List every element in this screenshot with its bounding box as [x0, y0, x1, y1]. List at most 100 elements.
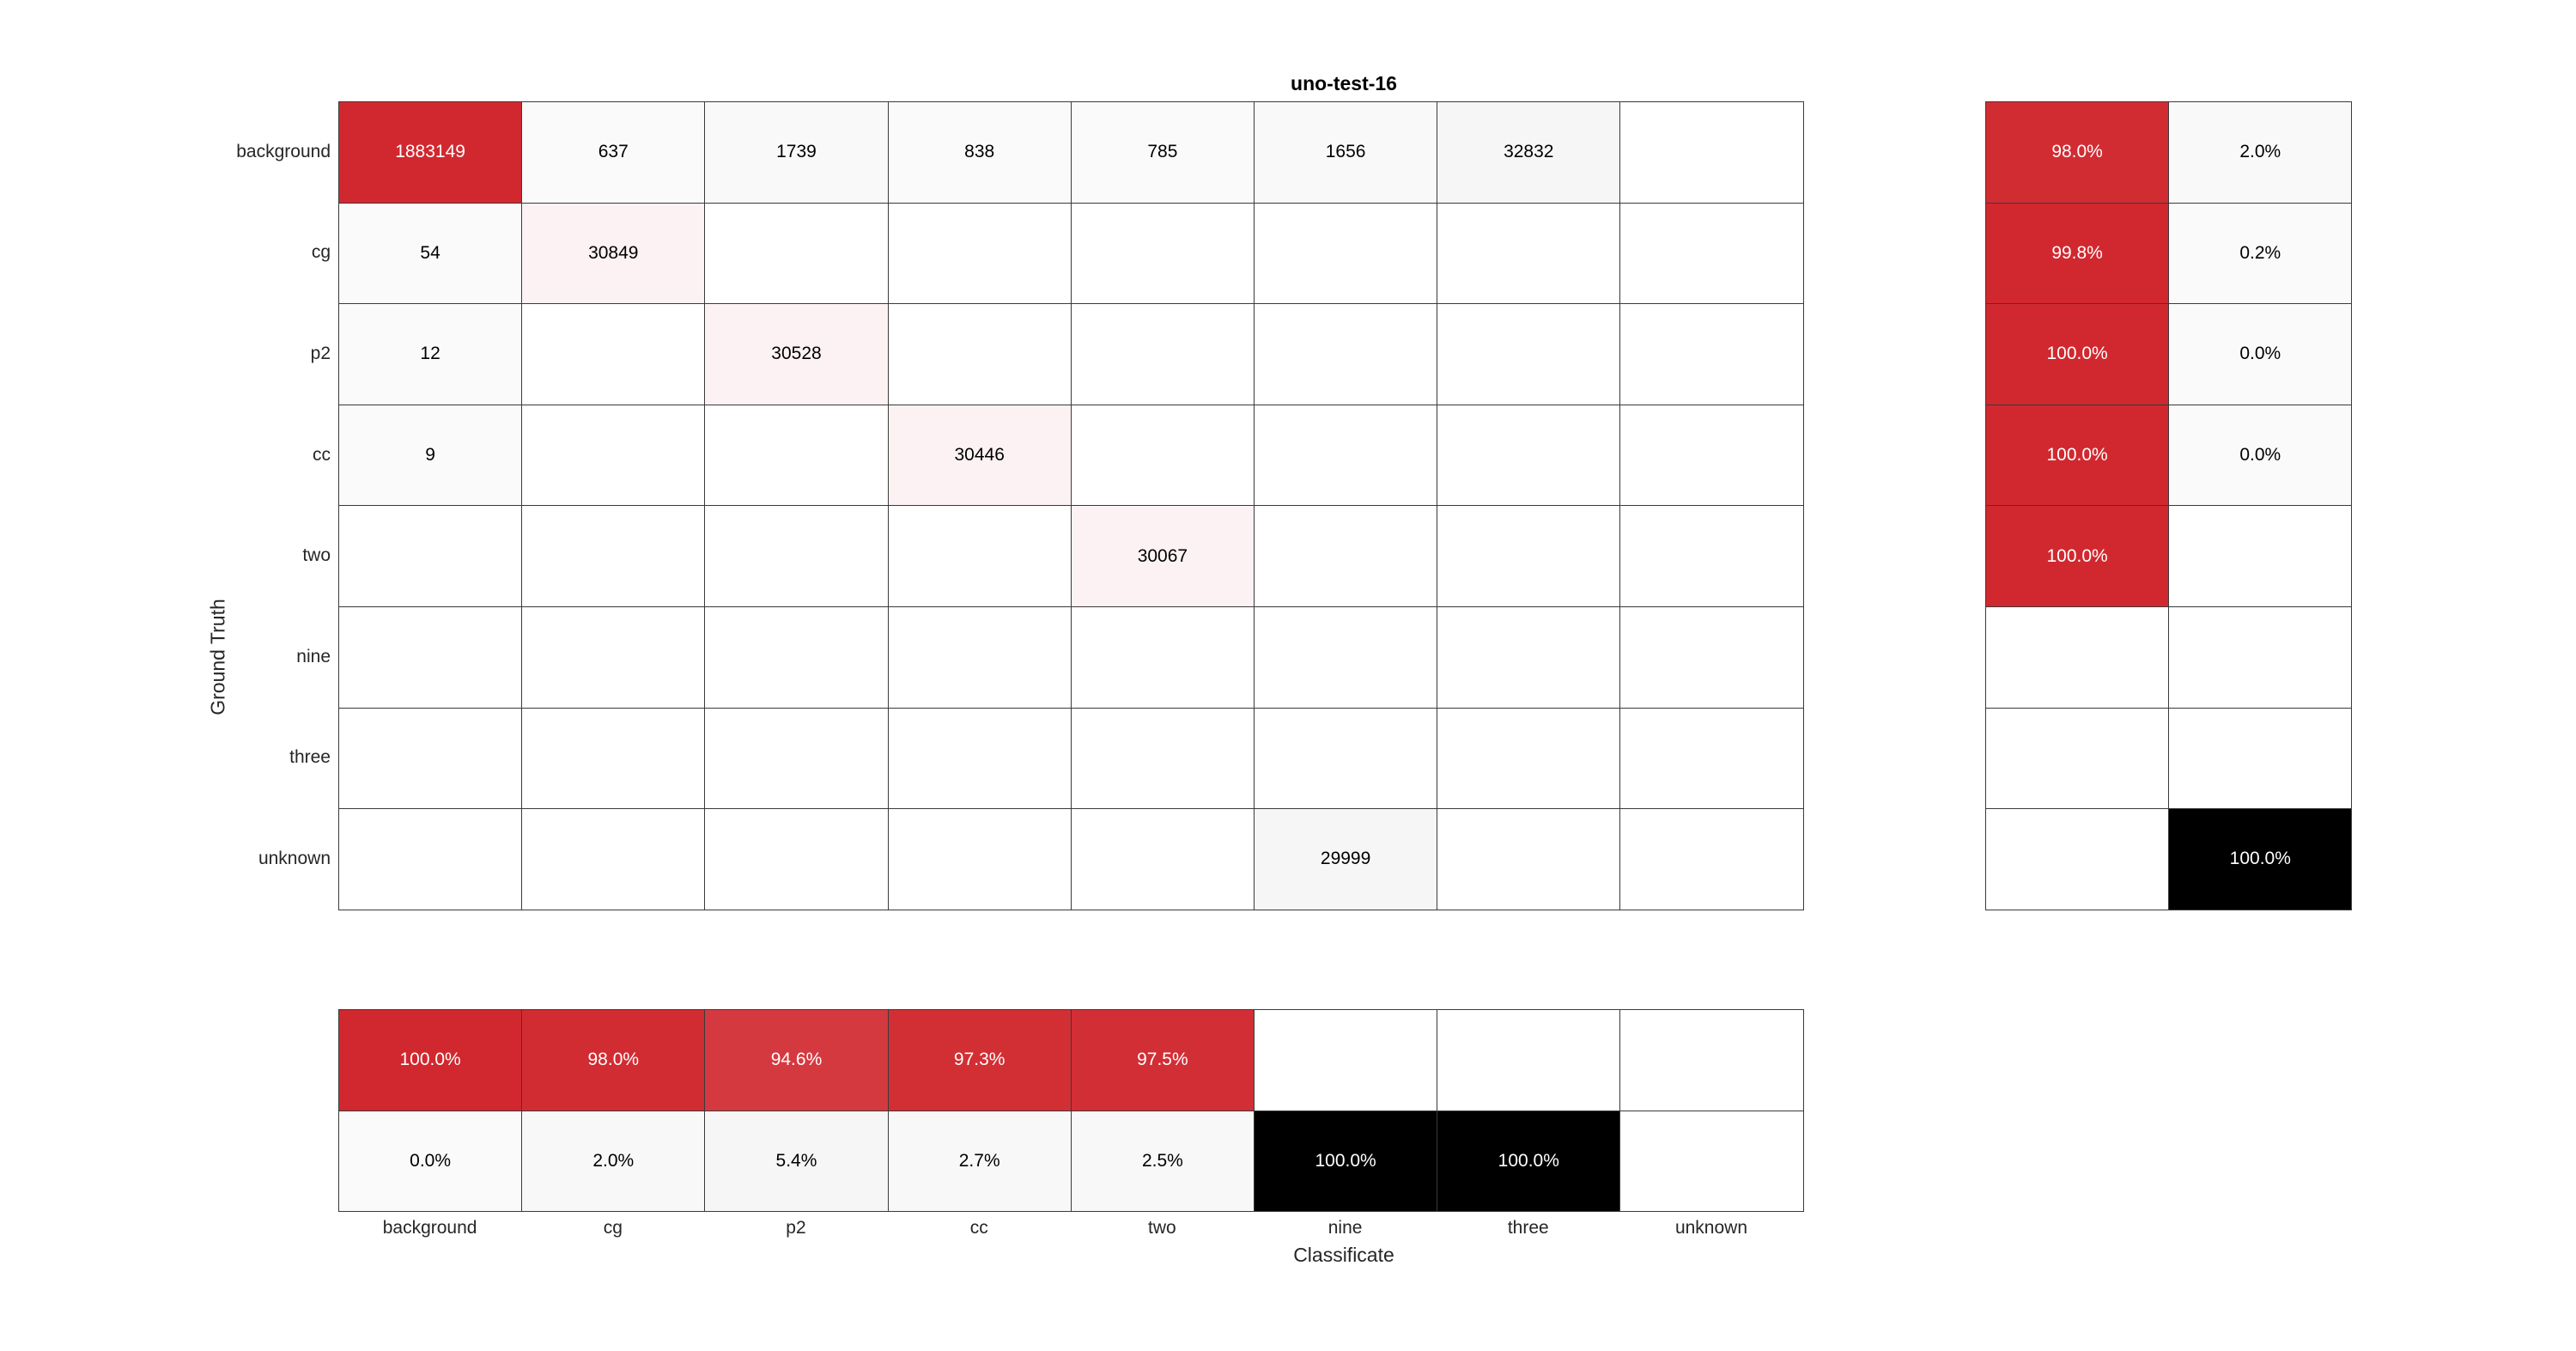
- matrix-cell: 54: [338, 202, 523, 305]
- matrix-cell: 30528: [704, 303, 889, 405]
- column-label: unknown: [1674, 1218, 1748, 1238]
- column-summary-correct-cell: [1437, 1009, 1621, 1111]
- column-label: three: [1507, 1218, 1549, 1238]
- row-summary-correct-cell: 99.8%: [1985, 202, 2170, 305]
- matrix-cell: [1437, 202, 1621, 305]
- row-summary-incorrect-cell: 0.2%: [2168, 202, 2353, 305]
- matrix-cell: 1656: [1254, 101, 1438, 204]
- row-summary-incorrect-cell: [2168, 606, 2353, 709]
- column-summary-correct-cell: 97.3%: [887, 1009, 1072, 1111]
- matrix-cell: [1437, 505, 1621, 607]
- matrix-cell: [887, 202, 1072, 305]
- matrix-cell: [521, 707, 706, 810]
- row-label: two: [302, 545, 331, 566]
- row-label: p2: [310, 344, 331, 363]
- row-summary-correct-cell: 98.0%: [1985, 101, 2170, 204]
- column-summary-incorrect-cell: 100.0%: [1254, 1110, 1438, 1213]
- matrix-cell: [887, 505, 1072, 607]
- column-summary-correct-cell: [1254, 1009, 1438, 1111]
- matrix-cell: [1437, 606, 1621, 709]
- matrix-cell: [1437, 303, 1621, 405]
- matrix-cell: [1437, 808, 1621, 910]
- matrix-cell: [1070, 202, 1255, 305]
- matrix-cell: [1070, 404, 1255, 507]
- matrix-cell: [704, 808, 889, 910]
- matrix-cell: 30067: [1070, 505, 1255, 607]
- column-label: cg: [603, 1218, 623, 1238]
- chart-title: uno-test-16: [1291, 72, 1397, 94]
- matrix-cell: [1070, 808, 1255, 910]
- matrix-cell: [1254, 404, 1438, 507]
- row-summary-incorrect-cell: [2168, 707, 2353, 810]
- column-summary-correct-cell: 100.0%: [338, 1009, 523, 1111]
- matrix-cell: [887, 808, 1072, 910]
- matrix-cell: [338, 808, 523, 910]
- matrix-cell: [1070, 303, 1255, 405]
- column-summary-incorrect-cell: 5.4%: [704, 1110, 889, 1213]
- row-label: unknown: [258, 849, 331, 868]
- matrix-cell: [1437, 707, 1621, 810]
- row-summary-incorrect-cell: 0.0%: [2168, 404, 2353, 507]
- row-label: nine: [296, 646, 331, 666]
- matrix-cell: 1739: [704, 101, 889, 204]
- matrix-cell: [1254, 606, 1438, 709]
- matrix-cell: [521, 505, 706, 607]
- column-summary-incorrect-cell: 100.0%: [1437, 1110, 1621, 1213]
- column-summary-incorrect-cell: 2.5%: [1070, 1110, 1255, 1213]
- column-label: cc: [969, 1218, 988, 1238]
- x-axis-label: Classificate: [1293, 1244, 1394, 1266]
- column-summary-correct-cell: 97.5%: [1070, 1009, 1255, 1111]
- row-label: cg: [311, 242, 331, 263]
- matrix-cell: [338, 505, 523, 607]
- matrix-cell: [338, 606, 523, 709]
- matrix-cell: 637: [521, 101, 706, 204]
- matrix-cell: [887, 606, 1072, 709]
- matrix-cell: [521, 606, 706, 709]
- row-summary-correct-cell: 100.0%: [1985, 404, 2170, 507]
- matrix-cell: 30849: [521, 202, 706, 305]
- row-label: three: [289, 747, 331, 768]
- row-label: cc: [313, 444, 331, 465]
- matrix-cell: [887, 303, 1072, 405]
- matrix-cell: 29999: [1254, 808, 1438, 910]
- matrix-cell: [338, 707, 523, 810]
- row-summary-incorrect-cell: 100.0%: [2168, 808, 2353, 910]
- row-summary-correct-cell: 100.0%: [1985, 303, 2170, 405]
- matrix-cell: 9: [338, 404, 523, 507]
- row-summary-incorrect-cell: [2168, 505, 2353, 607]
- matrix-cell: 32832: [1437, 101, 1621, 204]
- column-summary-incorrect-cell: 2.7%: [887, 1110, 1072, 1213]
- column-summary-correct-cell: 94.6%: [704, 1009, 889, 1111]
- matrix-cell: 12: [338, 303, 523, 405]
- matrix-cell: [1254, 505, 1438, 607]
- matrix-cell: [704, 404, 889, 507]
- matrix-cell: 785: [1070, 101, 1255, 204]
- matrix-cell: [1619, 404, 1804, 507]
- matrix-cell: [521, 404, 706, 507]
- matrix-cell: 1883149: [338, 101, 523, 204]
- matrix-cell: [1619, 808, 1804, 910]
- row-summary-correct-cell: 100.0%: [1985, 505, 2170, 607]
- column-summary-incorrect-cell: [1619, 1110, 1804, 1213]
- column-label: two: [1148, 1218, 1176, 1238]
- column-label: nine: [1327, 1218, 1363, 1238]
- matrix-cell: [1070, 707, 1255, 810]
- matrix-cell: [704, 606, 889, 709]
- matrix-cell: [1254, 202, 1438, 305]
- matrix-cell: [1254, 303, 1438, 405]
- matrix-cell: [1619, 303, 1804, 405]
- matrix-cell: [1619, 505, 1804, 607]
- row-summary-incorrect-cell: 0.0%: [2168, 303, 2353, 405]
- matrix-cell: [1070, 606, 1255, 709]
- matrix-cell: [704, 707, 889, 810]
- matrix-cell: [1619, 606, 1804, 709]
- matrix-cell: 30446: [887, 404, 1072, 507]
- matrix-cell: [1619, 101, 1804, 204]
- y-axis-label: Ground Truth: [206, 599, 229, 715]
- column-summary-correct-cell: [1619, 1009, 1804, 1111]
- matrix-cell: [704, 505, 889, 607]
- matrix-cell: [1437, 404, 1621, 507]
- matrix-cell: 838: [887, 101, 1072, 204]
- column-label: p2: [786, 1218, 806, 1238]
